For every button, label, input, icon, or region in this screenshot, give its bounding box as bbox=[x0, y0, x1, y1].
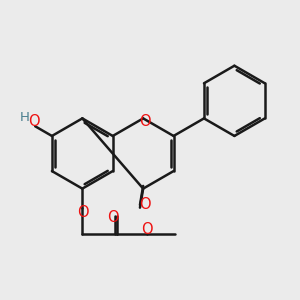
Text: H: H bbox=[20, 111, 30, 124]
Text: O: O bbox=[107, 210, 118, 225]
Text: O: O bbox=[139, 114, 151, 129]
Text: O: O bbox=[28, 114, 40, 129]
Text: O: O bbox=[78, 205, 89, 220]
Text: O: O bbox=[142, 222, 153, 237]
Text: O: O bbox=[139, 197, 151, 212]
